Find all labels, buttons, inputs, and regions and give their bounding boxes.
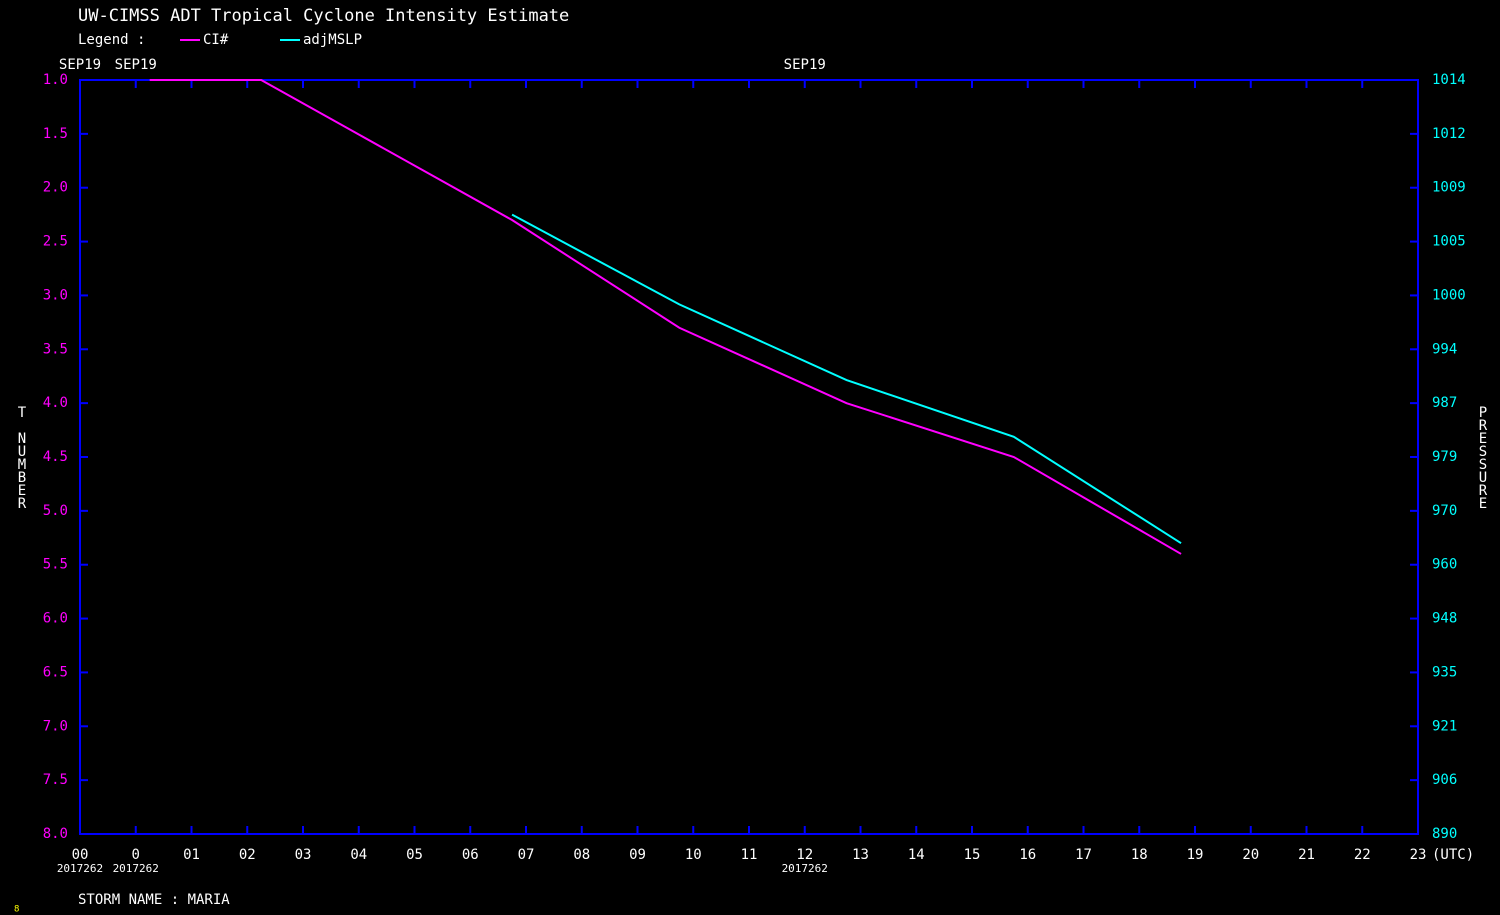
y-tick-label: 2.0: [43, 180, 68, 196]
y2-tick-label: 1012: [1432, 126, 1466, 142]
y2-tick-label: 1014: [1432, 72, 1466, 88]
x-date-label: SEP19: [59, 57, 101, 73]
y-tick-label: 3.5: [43, 341, 68, 357]
y-tick-label: 4.0: [43, 395, 68, 411]
x-tick-label: 18: [1131, 847, 1148, 863]
x-date-label: SEP19: [784, 57, 826, 73]
x-tick-label: 23: [1410, 847, 1427, 863]
corner-note: 8: [14, 905, 19, 915]
x-tick-label: 09: [629, 847, 646, 863]
x-tick-label: 22: [1354, 847, 1371, 863]
x-tick-label: 16: [1019, 847, 1036, 863]
y-tick-label: 6.0: [43, 611, 68, 627]
y2-tick-label: 1005: [1432, 234, 1466, 250]
x-tick-label: 15: [964, 847, 981, 863]
footer: STORM NAME : MARIA: [78, 892, 230, 908]
y2-tick-label: 994: [1432, 341, 1457, 357]
series-line: [511, 213, 1182, 545]
x-tick-label: 04: [350, 847, 367, 863]
x-tick-label: 17: [1075, 847, 1092, 863]
y-tick-label: 1.5: [43, 126, 68, 142]
y2-tick-label: 1000: [1432, 287, 1466, 303]
y-axis-label: T NUMBER: [14, 405, 30, 509]
x-tick-label: 02: [239, 847, 256, 863]
y2-tick-label: 935: [1432, 664, 1457, 680]
y-tick-label: 5.5: [43, 557, 68, 573]
x-tick-label: 01: [183, 847, 200, 863]
y-tick-label: 7.0: [43, 718, 68, 734]
x-tick-label: 21: [1298, 847, 1315, 863]
y2-axis-label: PRESSURE: [1475, 405, 1491, 509]
y2-tick-label: 921: [1432, 718, 1457, 734]
y2-tick-label: 970: [1432, 503, 1457, 519]
y-tick-label: 8.0: [43, 826, 68, 842]
x-tick-label: 05: [406, 847, 423, 863]
legend-title: Legend :: [78, 32, 145, 48]
x-tick-label: 06: [462, 847, 479, 863]
chart-title: UW-CIMSS ADT Tropical Cyclone Intensity …: [78, 6, 569, 26]
y2-tick-label: 890: [1432, 826, 1457, 842]
series-line: [149, 79, 1182, 555]
x-tick-label: 0: [132, 847, 140, 863]
x-tick-label: 19: [1187, 847, 1204, 863]
y-tick-label: 2.5: [43, 234, 68, 250]
y2-tick-label: 1009: [1432, 180, 1466, 196]
x-tick-label: 12: [796, 847, 813, 863]
legend-label: adjMSLP: [303, 32, 362, 48]
y2-tick-label: 906: [1432, 772, 1457, 788]
y2-tick-label: 960: [1432, 557, 1457, 573]
y-tick-label: 7.5: [43, 772, 68, 788]
x-unit: (UTC): [1432, 847, 1474, 863]
legend-label: CI#: [203, 32, 229, 48]
x-tick-label: 14: [908, 847, 925, 863]
x-julian-label: 2017262: [113, 862, 159, 875]
x-tick-label: 10: [685, 847, 702, 863]
x-tick-label: 08: [573, 847, 590, 863]
x-tick-label: 20: [1242, 847, 1259, 863]
x-julian-label: 2017262: [782, 862, 828, 875]
y2-tick-label: 948: [1432, 611, 1457, 627]
y2-tick-label: 987: [1432, 395, 1457, 411]
x-tick-label: 13: [852, 847, 869, 863]
y-tick-label: 5.0: [43, 503, 68, 519]
x-date-label: SEP19: [115, 57, 157, 73]
x-tick-label: 00: [72, 847, 89, 863]
y-tick-label: 4.5: [43, 449, 68, 465]
y-tick-label: 1.0: [43, 72, 68, 88]
y2-tick-label: 979: [1432, 449, 1457, 465]
x-tick-label: 03: [295, 847, 312, 863]
x-tick-label: 11: [741, 847, 758, 863]
x-julian-label: 2017262: [57, 862, 103, 875]
x-tick-label: 07: [518, 847, 535, 863]
y-tick-label: 3.0: [43, 287, 68, 303]
y-tick-label: 6.5: [43, 664, 68, 680]
